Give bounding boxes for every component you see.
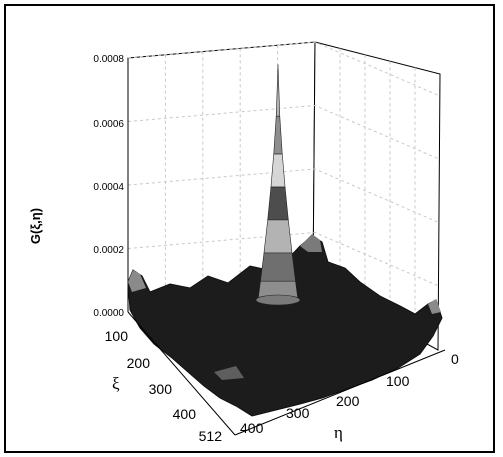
peak-band	[260, 252, 296, 282]
grid-line	[127, 41, 441, 97]
surface-patch	[214, 366, 244, 380]
eta-tick-label: 400	[240, 420, 264, 436]
eta-axis-label: η	[334, 423, 343, 442]
xi-tick-label: 512	[199, 428, 223, 444]
xi-tick-label: 300	[149, 381, 173, 397]
surface-edge-highlight	[300, 234, 322, 252]
z-tick-label: 0.0000	[93, 308, 124, 319]
xi-tick-label: 200	[127, 355, 151, 371]
peak-band	[267, 186, 289, 221]
peak-base	[255, 294, 301, 306]
eta-axis-line	[234, 349, 446, 436]
figure-frame	[4, 4, 495, 453]
eta-tick-label: 0	[451, 351, 459, 367]
surface-edge-highlight	[128, 270, 146, 292]
grid-line	[127, 231, 441, 287]
xi-axis-line	[127, 311, 236, 436]
eta-tick-label: 300	[286, 405, 310, 421]
peak-band	[270, 153, 286, 188]
surface-edge-highlight	[428, 299, 441, 314]
eta-axis-ticks: 0 100 200 300 400	[240, 351, 459, 436]
z-axis-label: G(ξ,η)	[28, 208, 43, 244]
z-tick-label: 0.0002	[93, 245, 124, 256]
grid	[127, 41, 441, 337]
peak-band	[263, 219, 293, 254]
peak-band	[275, 64, 281, 117]
xi-axis-label: ξ	[112, 374, 120, 393]
z-tick-label: 0.0006	[93, 119, 124, 130]
surface-floor	[127, 234, 443, 417]
grid-line	[127, 168, 441, 224]
xi-axis-ticks: 100 200 300 400 512	[105, 328, 223, 444]
grid-line	[127, 104, 441, 160]
xi-tick-label: 100	[105, 328, 129, 344]
surface-peak	[255, 64, 301, 306]
z-tick-label: 0.0004	[93, 182, 124, 193]
eta-tick-label: 100	[386, 373, 410, 389]
xi-tick-label: 400	[173, 406, 197, 422]
eta-tick-label: 200	[336, 393, 360, 409]
z-axis-ticks: 0.0000 0.0002 0.0004 0.0006 0.0008	[93, 54, 124, 319]
z-tick-label: 0.0008	[93, 54, 124, 65]
